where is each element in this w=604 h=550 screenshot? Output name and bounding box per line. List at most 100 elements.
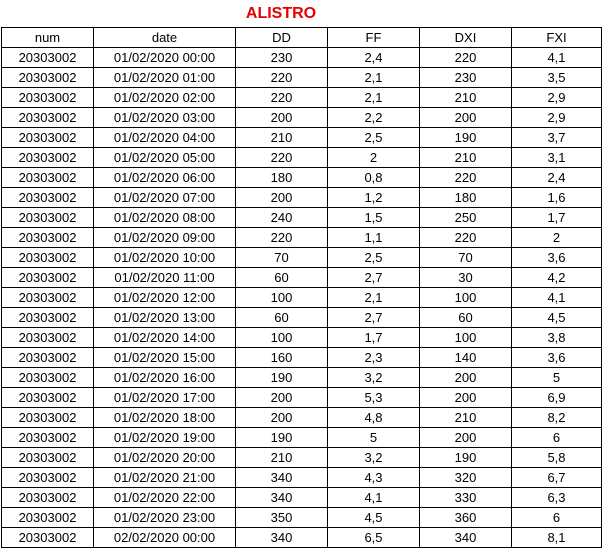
cell-dxi[interactable]: 190	[419, 447, 512, 468]
cell-ff[interactable]: 3,2	[327, 447, 420, 468]
cell-dxi[interactable]: 60	[419, 307, 512, 328]
cell-dxi[interactable]: 100	[419, 287, 512, 308]
cell-num[interactable]: 20303002	[1, 527, 94, 548]
cell-dxi[interactable]: 230	[419, 67, 512, 88]
cell-fxi[interactable]: 6	[511, 427, 602, 448]
cell-date[interactable]: 01/02/2020 05:00	[93, 147, 236, 168]
cell-ff[interactable]: 1,1	[327, 227, 420, 248]
cell-date[interactable]: 01/02/2020 17:00	[93, 387, 236, 408]
cell-fxi[interactable]: 2,9	[511, 107, 602, 128]
cell-date[interactable]: 01/02/2020 02:00	[93, 87, 236, 108]
cell-dxi[interactable]: 330	[419, 487, 512, 508]
cell-date[interactable]: 01/02/2020 00:00	[93, 47, 236, 68]
cell-ff[interactable]: 2,7	[327, 267, 420, 288]
cell-fxi[interactable]: 2,4	[511, 167, 602, 188]
cell-fxi[interactable]: 5	[511, 367, 602, 388]
cell-fxi[interactable]: 4,1	[511, 287, 602, 308]
cell-dd[interactable]: 100	[235, 327, 328, 348]
cell-dd[interactable]: 200	[235, 387, 328, 408]
column-header-dd[interactable]: DD	[235, 27, 328, 48]
cell-ff[interactable]: 2,1	[327, 67, 420, 88]
cell-dxi[interactable]: 220	[419, 227, 512, 248]
cell-fxi[interactable]: 6,3	[511, 487, 602, 508]
cell-dd[interactable]: 220	[235, 147, 328, 168]
cell-num[interactable]: 20303002	[1, 227, 94, 248]
cell-ff[interactable]: 2,4	[327, 47, 420, 68]
cell-date[interactable]: 01/02/2020 21:00	[93, 467, 236, 488]
cell-date[interactable]: 01/02/2020 08:00	[93, 207, 236, 228]
cell-fxi[interactable]: 6	[511, 507, 602, 528]
cell-date[interactable]: 01/02/2020 09:00	[93, 227, 236, 248]
cell-date[interactable]: 01/02/2020 01:00	[93, 67, 236, 88]
cell-ff[interactable]: 0,8	[327, 167, 420, 188]
cell-fxi[interactable]: 4,2	[511, 267, 602, 288]
cell-dxi[interactable]: 70	[419, 247, 512, 268]
cell-dd[interactable]: 60	[235, 307, 328, 328]
cell-dd[interactable]: 190	[235, 367, 328, 388]
cell-dxi[interactable]: 200	[419, 107, 512, 128]
cell-dd[interactable]: 340	[235, 487, 328, 508]
cell-date[interactable]: 01/02/2020 20:00	[93, 447, 236, 468]
cell-date[interactable]: 01/02/2020 03:00	[93, 107, 236, 128]
cell-num[interactable]: 20303002	[1, 47, 94, 68]
column-header-date[interactable]: date	[93, 27, 236, 48]
cell-ff[interactable]: 1,7	[327, 327, 420, 348]
cell-dxi[interactable]: 200	[419, 387, 512, 408]
cell-ff[interactable]: 2,5	[327, 127, 420, 148]
column-header-num[interactable]: num	[1, 27, 94, 48]
cell-num[interactable]: 20303002	[1, 427, 94, 448]
cell-ff[interactable]: 4,1	[327, 487, 420, 508]
cell-date[interactable]: 01/02/2020 11:00	[93, 267, 236, 288]
cell-dd[interactable]: 230	[235, 47, 328, 68]
cell-dd[interactable]: 200	[235, 107, 328, 128]
cell-dd[interactable]: 340	[235, 467, 328, 488]
cell-ff[interactable]: 2,7	[327, 307, 420, 328]
cell-fxi[interactable]: 2,9	[511, 87, 602, 108]
cell-fxi[interactable]: 2	[511, 227, 602, 248]
cell-date[interactable]: 01/02/2020 22:00	[93, 487, 236, 508]
cell-date[interactable]: 01/02/2020 23:00	[93, 507, 236, 528]
cell-num[interactable]: 20303002	[1, 67, 94, 88]
cell-num[interactable]: 20303002	[1, 267, 94, 288]
cell-fxi[interactable]: 4,5	[511, 307, 602, 328]
cell-num[interactable]: 20303002	[1, 147, 94, 168]
cell-dd[interactable]: 240	[235, 207, 328, 228]
cell-num[interactable]: 20303002	[1, 327, 94, 348]
cell-fxi[interactable]: 3,7	[511, 127, 602, 148]
cell-date[interactable]: 01/02/2020 07:00	[93, 187, 236, 208]
cell-num[interactable]: 20303002	[1, 507, 94, 528]
cell-ff[interactable]: 2,3	[327, 347, 420, 368]
cell-fxi[interactable]: 3,5	[511, 67, 602, 88]
cell-ff[interactable]: 4,8	[327, 407, 420, 428]
cell-fxi[interactable]: 3,8	[511, 327, 602, 348]
cell-num[interactable]: 20303002	[1, 307, 94, 328]
cell-dxi[interactable]: 200	[419, 427, 512, 448]
cell-dxi[interactable]: 340	[419, 527, 512, 548]
cell-ff[interactable]: 2,5	[327, 247, 420, 268]
cell-dxi[interactable]: 200	[419, 367, 512, 388]
cell-dxi[interactable]: 190	[419, 127, 512, 148]
cell-dxi[interactable]: 220	[419, 47, 512, 68]
cell-dd[interactable]: 220	[235, 87, 328, 108]
cell-num[interactable]: 20303002	[1, 347, 94, 368]
cell-ff[interactable]: 6,5	[327, 527, 420, 548]
cell-num[interactable]: 20303002	[1, 367, 94, 388]
cell-dd[interactable]: 220	[235, 227, 328, 248]
cell-num[interactable]: 20303002	[1, 467, 94, 488]
cell-date[interactable]: 02/02/2020 00:00	[93, 527, 236, 548]
cell-dd[interactable]: 200	[235, 407, 328, 428]
cell-fxi[interactable]: 4,1	[511, 47, 602, 68]
cell-dxi[interactable]: 220	[419, 167, 512, 188]
cell-dxi[interactable]: 210	[419, 407, 512, 428]
cell-ff[interactable]: 5	[327, 427, 420, 448]
cell-num[interactable]: 20303002	[1, 187, 94, 208]
cell-dd[interactable]: 190	[235, 427, 328, 448]
cell-date[interactable]: 01/02/2020 04:00	[93, 127, 236, 148]
cell-num[interactable]: 20303002	[1, 107, 94, 128]
cell-dd[interactable]: 220	[235, 67, 328, 88]
cell-date[interactable]: 01/02/2020 16:00	[93, 367, 236, 388]
cell-fxi[interactable]: 3,6	[511, 347, 602, 368]
cell-date[interactable]: 01/02/2020 10:00	[93, 247, 236, 268]
cell-date[interactable]: 01/02/2020 12:00	[93, 287, 236, 308]
cell-dxi[interactable]: 100	[419, 327, 512, 348]
